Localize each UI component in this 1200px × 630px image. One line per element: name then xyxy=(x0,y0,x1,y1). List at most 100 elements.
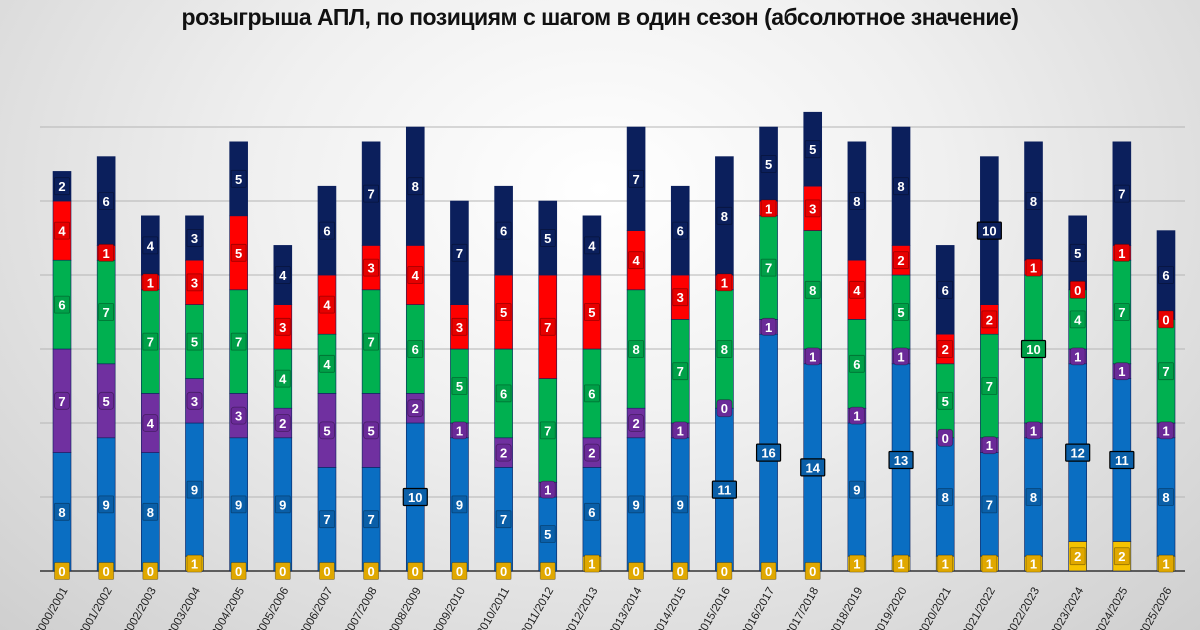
data-label: 7 xyxy=(58,394,65,409)
data-label: 7 xyxy=(147,335,154,350)
data-label-box xyxy=(1158,310,1174,329)
data-label-box xyxy=(804,280,821,299)
data-label-box xyxy=(98,495,115,514)
data-label: 10 xyxy=(982,224,996,239)
data-label-box xyxy=(539,317,556,336)
data-label: 5 xyxy=(544,527,551,542)
data-label: 1 xyxy=(942,557,949,572)
data-label: 2 xyxy=(942,342,949,357)
data-label: 1 xyxy=(544,483,551,498)
data-label: 8 xyxy=(147,505,154,520)
data-label: 7 xyxy=(103,305,110,320)
data-label: 5 xyxy=(235,172,242,187)
data-label: 5 xyxy=(809,142,816,157)
data-label: 8 xyxy=(721,209,728,224)
data-label-box xyxy=(716,562,733,580)
data-label-box xyxy=(451,317,468,336)
data-label-box xyxy=(495,384,512,403)
x-tick-label: 2025/2026 xyxy=(1137,586,1175,630)
data-label: 2 xyxy=(279,416,286,431)
data-label: 7 xyxy=(632,172,639,187)
data-label: 1 xyxy=(986,438,993,453)
data-label: 4 xyxy=(147,238,155,253)
data-label: 1 xyxy=(147,275,154,290)
data-label-box xyxy=(1069,243,1086,262)
data-label-box xyxy=(407,399,424,418)
data-label: 5 xyxy=(588,305,595,320)
data-label: 7 xyxy=(1118,187,1125,202)
data-label: 3 xyxy=(456,320,463,335)
data-label: 1 xyxy=(588,557,595,572)
data-label-box xyxy=(495,562,512,580)
data-label: 5 xyxy=(323,423,330,438)
data-label-box xyxy=(142,502,159,521)
data-label: 7 xyxy=(677,364,684,379)
data-label: 8 xyxy=(412,179,419,194)
data-label: 7 xyxy=(1162,364,1169,379)
x-tick-label: 2008/2009 xyxy=(386,586,424,630)
data-label: 4 xyxy=(323,357,331,372)
data-label: 3 xyxy=(235,409,242,424)
data-label: 3 xyxy=(368,261,375,276)
data-label-box xyxy=(363,332,380,351)
data-label-box xyxy=(274,414,291,432)
x-tick-label: 2009/2010 xyxy=(430,586,468,630)
data-label-box xyxy=(584,236,600,255)
data-label-box xyxy=(274,495,291,514)
data-label-box xyxy=(1158,421,1174,440)
data-label: 2 xyxy=(412,401,419,416)
x-tick-label: 2023/2024 xyxy=(1049,585,1087,630)
data-label: 16 xyxy=(761,446,775,461)
data-label-box xyxy=(539,562,556,580)
data-label-box xyxy=(407,266,424,284)
data-label: 1 xyxy=(1074,349,1081,364)
x-tick-label: 2012/2013 xyxy=(563,586,601,630)
data-label: 8 xyxy=(632,342,639,357)
data-label-box xyxy=(230,562,247,580)
x-tick-label: 2017/2018 xyxy=(784,586,822,630)
data-label: 7 xyxy=(1118,305,1125,320)
x-tick-label: 2010/2011 xyxy=(475,586,512,630)
x-tick-label: 2006/2007 xyxy=(298,586,336,630)
x-tick-label: 2022/2023 xyxy=(1005,586,1043,630)
data-label-box xyxy=(800,458,826,477)
data-label-box xyxy=(628,414,644,432)
data-label-box xyxy=(1069,310,1086,329)
data-label-box xyxy=(760,317,777,336)
data-label: 0 xyxy=(147,564,154,579)
data-label-box xyxy=(628,169,644,188)
data-label-box xyxy=(804,199,821,218)
x-tick-label: 2001/2002 xyxy=(77,586,115,630)
data-label: 2 xyxy=(986,312,993,327)
data-label: 0 xyxy=(721,564,728,579)
data-label-box xyxy=(937,554,954,573)
data-label-box xyxy=(54,562,70,580)
data-label: 0 xyxy=(368,564,375,579)
x-tick-label: 2014/2015 xyxy=(651,586,689,630)
data-label: 9 xyxy=(235,497,242,512)
data-label-box xyxy=(363,562,380,580)
data-label-box xyxy=(539,421,556,440)
data-label-box xyxy=(1158,266,1174,284)
data-label-box xyxy=(628,495,644,514)
data-label: 6 xyxy=(677,224,684,239)
data-label: 6 xyxy=(942,283,949,298)
data-label-box xyxy=(98,192,115,210)
data-label: 1 xyxy=(677,423,684,438)
data-label: 6 xyxy=(588,505,595,520)
data-label: 10 xyxy=(1026,342,1040,357)
x-tick-label: 2020/2021 xyxy=(916,586,954,630)
data-label-box xyxy=(584,303,600,321)
x-tick-label: 2004/2005 xyxy=(210,586,248,630)
data-label-box xyxy=(451,495,468,514)
data-label-box xyxy=(760,199,777,218)
data-label-box xyxy=(584,443,600,462)
data-label-box xyxy=(893,347,909,366)
data-label: 1 xyxy=(1030,557,1037,572)
x-tick-label: 2018/2019 xyxy=(828,586,866,630)
data-label-box xyxy=(54,295,70,314)
data-label-box xyxy=(893,303,909,321)
data-label: 0 xyxy=(942,431,949,446)
data-label: 9 xyxy=(853,483,860,498)
data-label-box xyxy=(1158,362,1174,381)
